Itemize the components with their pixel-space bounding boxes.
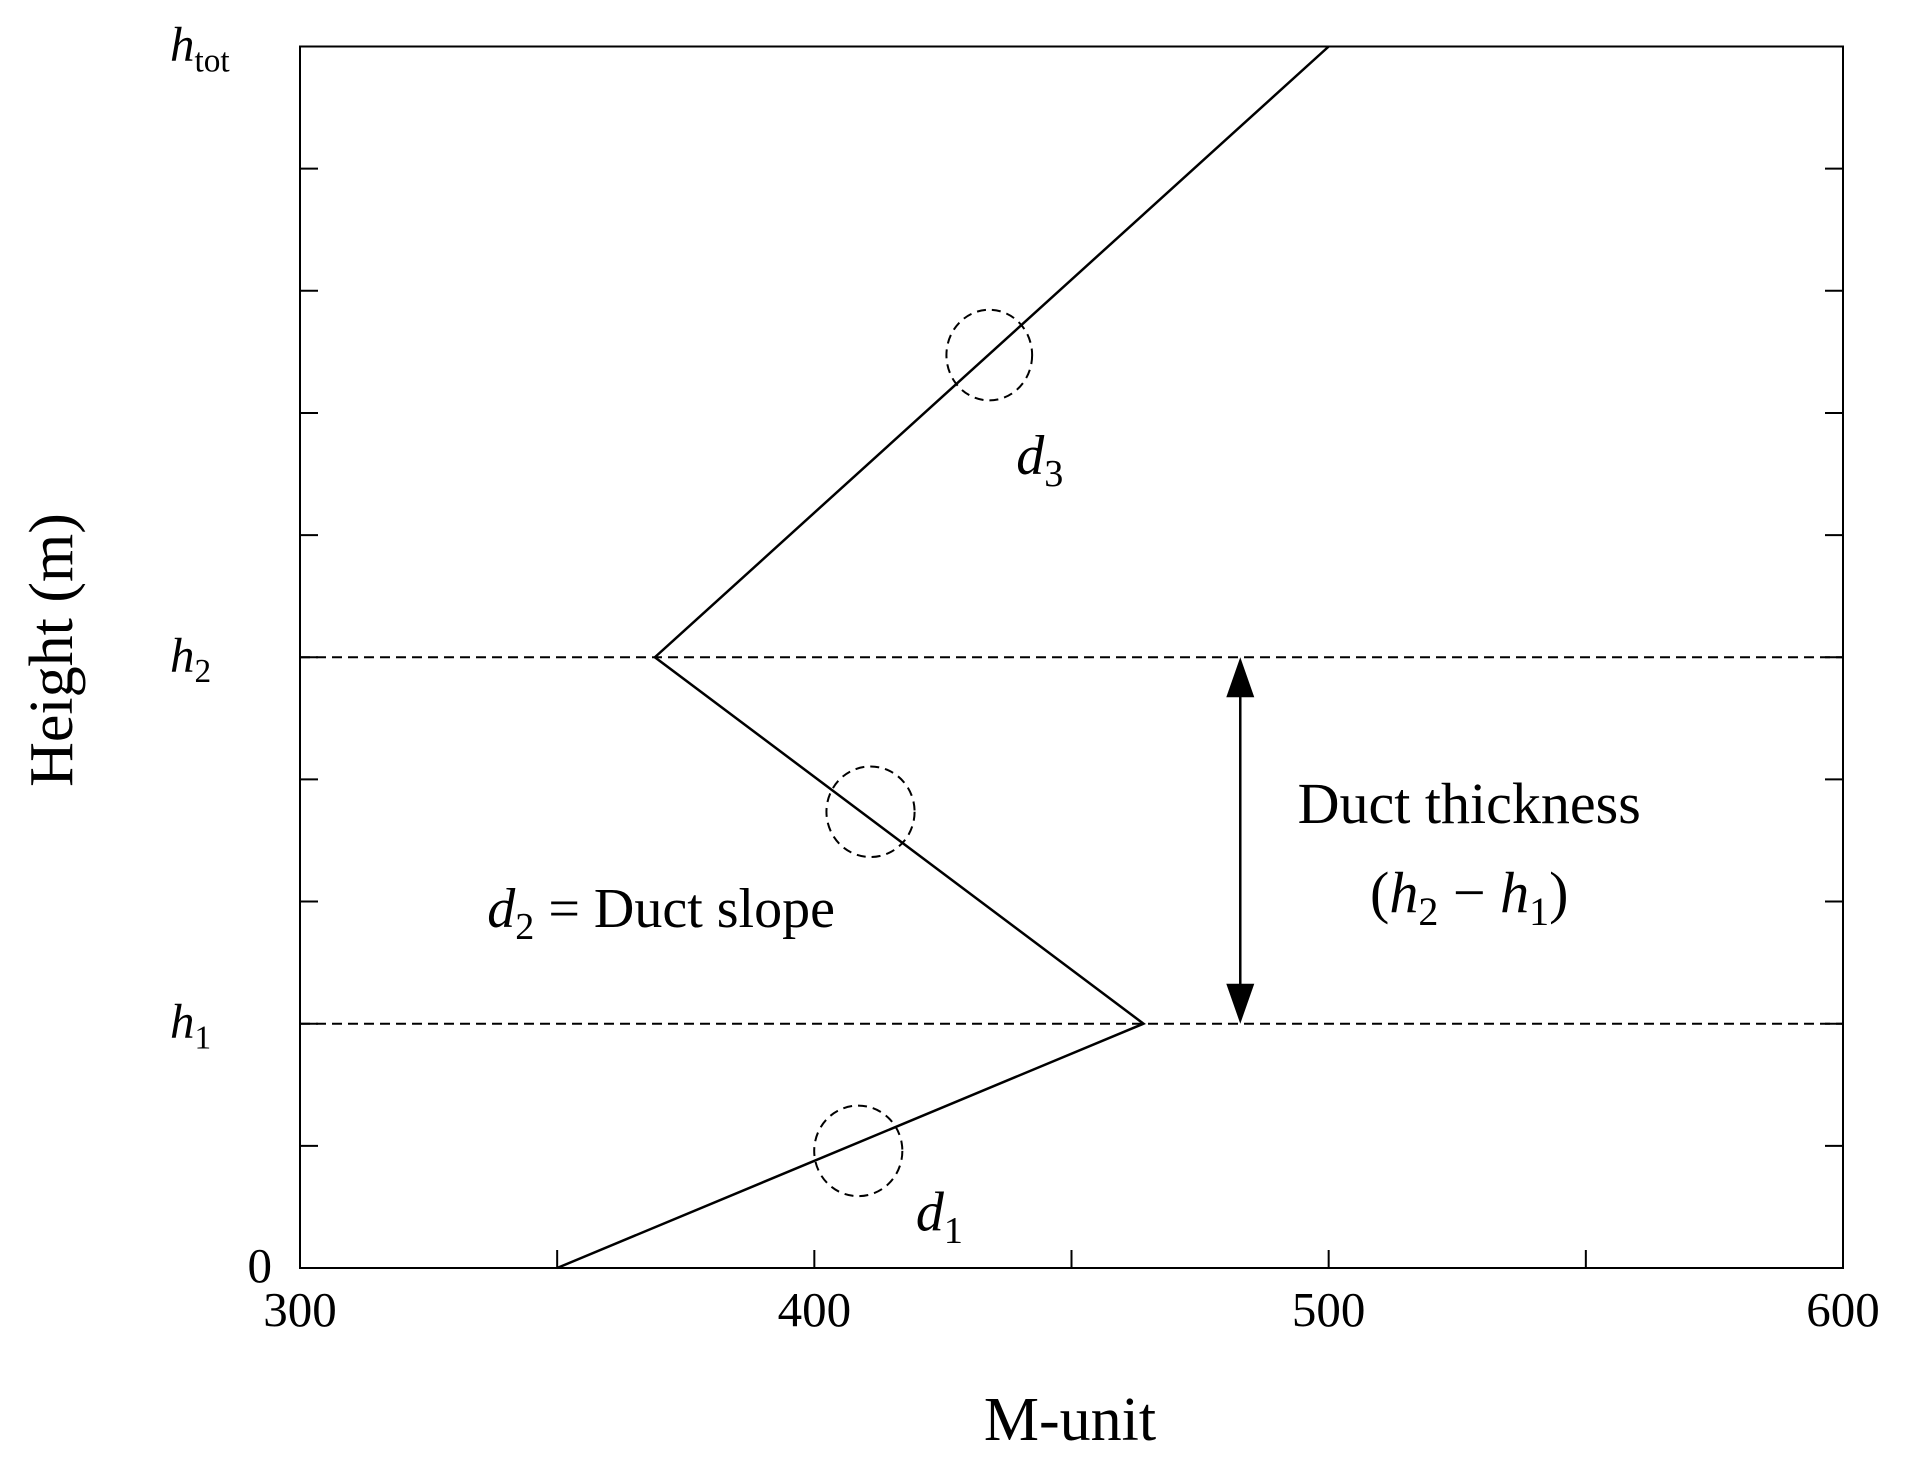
x-axis-title: M-unit — [984, 1386, 1156, 1454]
arrow-head — [1226, 983, 1255, 1024]
thickness-label: Duct thickness — [1298, 771, 1641, 836]
formula-part: 2 — [1418, 889, 1438, 934]
formula-part: ( — [1370, 860, 1389, 925]
y-tick-label: h2 — [170, 627, 211, 690]
slope-marker — [945, 308, 1034, 402]
annotation-text: = Duct slope — [534, 878, 835, 940]
y-tick-label: htot — [170, 17, 230, 80]
subscript: tot — [195, 42, 231, 79]
annotation: d2 = Duct slope — [487, 878, 835, 948]
x-tick-label: 400 — [778, 1282, 852, 1337]
subscript: 1 — [195, 1019, 212, 1056]
text-part: h — [170, 17, 195, 72]
text-part: d — [1016, 425, 1045, 487]
thickness-formula: (h2 − h1) — [1370, 860, 1568, 934]
subscript: 2 — [515, 906, 534, 948]
x-tick-label: 600 — [1806, 1282, 1880, 1337]
text-part: d — [916, 1181, 945, 1243]
text-part: d — [487, 878, 516, 940]
slope-marker — [825, 765, 916, 859]
text-part: h — [170, 994, 195, 1049]
formula-part: h — [1500, 860, 1529, 925]
subscript: 1 — [944, 1210, 963, 1252]
formula-part: 1 — [1529, 889, 1549, 934]
profile-line — [556, 45, 1330, 1270]
y-tick-label: h1 — [170, 994, 211, 1057]
formula-part: ) — [1549, 860, 1568, 925]
x-tick-label: 500 — [1292, 1282, 1366, 1337]
slope-marker — [813, 1104, 904, 1198]
annotation: d1 — [916, 1181, 963, 1251]
subscript: 2 — [195, 653, 212, 690]
formula-part: − — [1438, 860, 1500, 925]
formula-part: h — [1389, 860, 1418, 925]
subscript: 3 — [1044, 453, 1063, 495]
y-tick-label: 0 — [248, 1238, 273, 1293]
x-tick-label: 300 — [263, 1282, 337, 1337]
y-axis-title: Height (m) — [18, 513, 86, 787]
arrow-head — [1226, 657, 1255, 698]
annotation: d3 — [1016, 425, 1063, 495]
text-part: h — [170, 627, 195, 682]
